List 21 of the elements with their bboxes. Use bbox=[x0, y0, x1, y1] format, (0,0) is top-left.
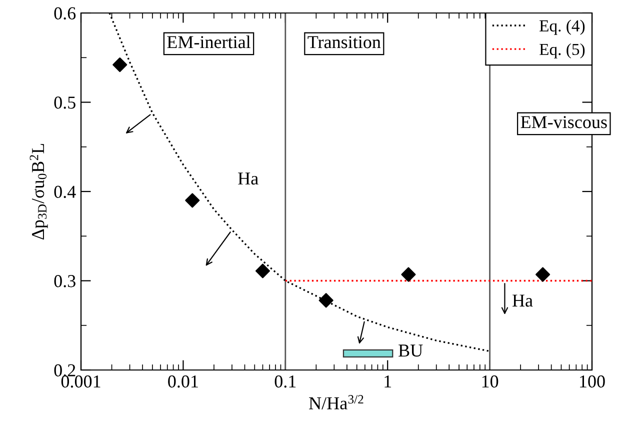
x-tick-label: 1 bbox=[384, 375, 392, 388]
y-tick-label: 0.5 bbox=[54, 96, 76, 109]
x-axis-title: N/Ha$^{3/2}$ bbox=[309, 395, 364, 410]
y-tick-label: 0.2 bbox=[54, 364, 76, 377]
annotation: BU bbox=[398, 344, 423, 357]
x-tick-label: 0.1 bbox=[274, 375, 296, 388]
annotation: Ha bbox=[238, 172, 258, 185]
y-tick-label: 0.6 bbox=[54, 7, 76, 20]
y-tick-label: 0.3 bbox=[54, 275, 76, 288]
annotation: EM-inertial bbox=[167, 36, 251, 48]
annotation: Ha bbox=[512, 294, 533, 307]
legend-label: Eq. (4) bbox=[540, 20, 585, 35]
y-tick-label: 0.4 bbox=[54, 186, 76, 198]
annotation: Transition bbox=[308, 36, 381, 48]
x-tick-label: 10 bbox=[482, 375, 498, 388]
annotation: EM-viscous bbox=[520, 116, 607, 128]
x-tick-label: 0.001 bbox=[61, 375, 100, 388]
y-axis-title: Δp$_{3D}$/σu$_{0}$B$^{2}$L bbox=[30, 144, 48, 240]
x-tick-label: 0.01 bbox=[168, 375, 198, 388]
legend-label: Eq. (5) bbox=[540, 43, 585, 58]
x-tick-label: 100 bbox=[580, 375, 605, 388]
